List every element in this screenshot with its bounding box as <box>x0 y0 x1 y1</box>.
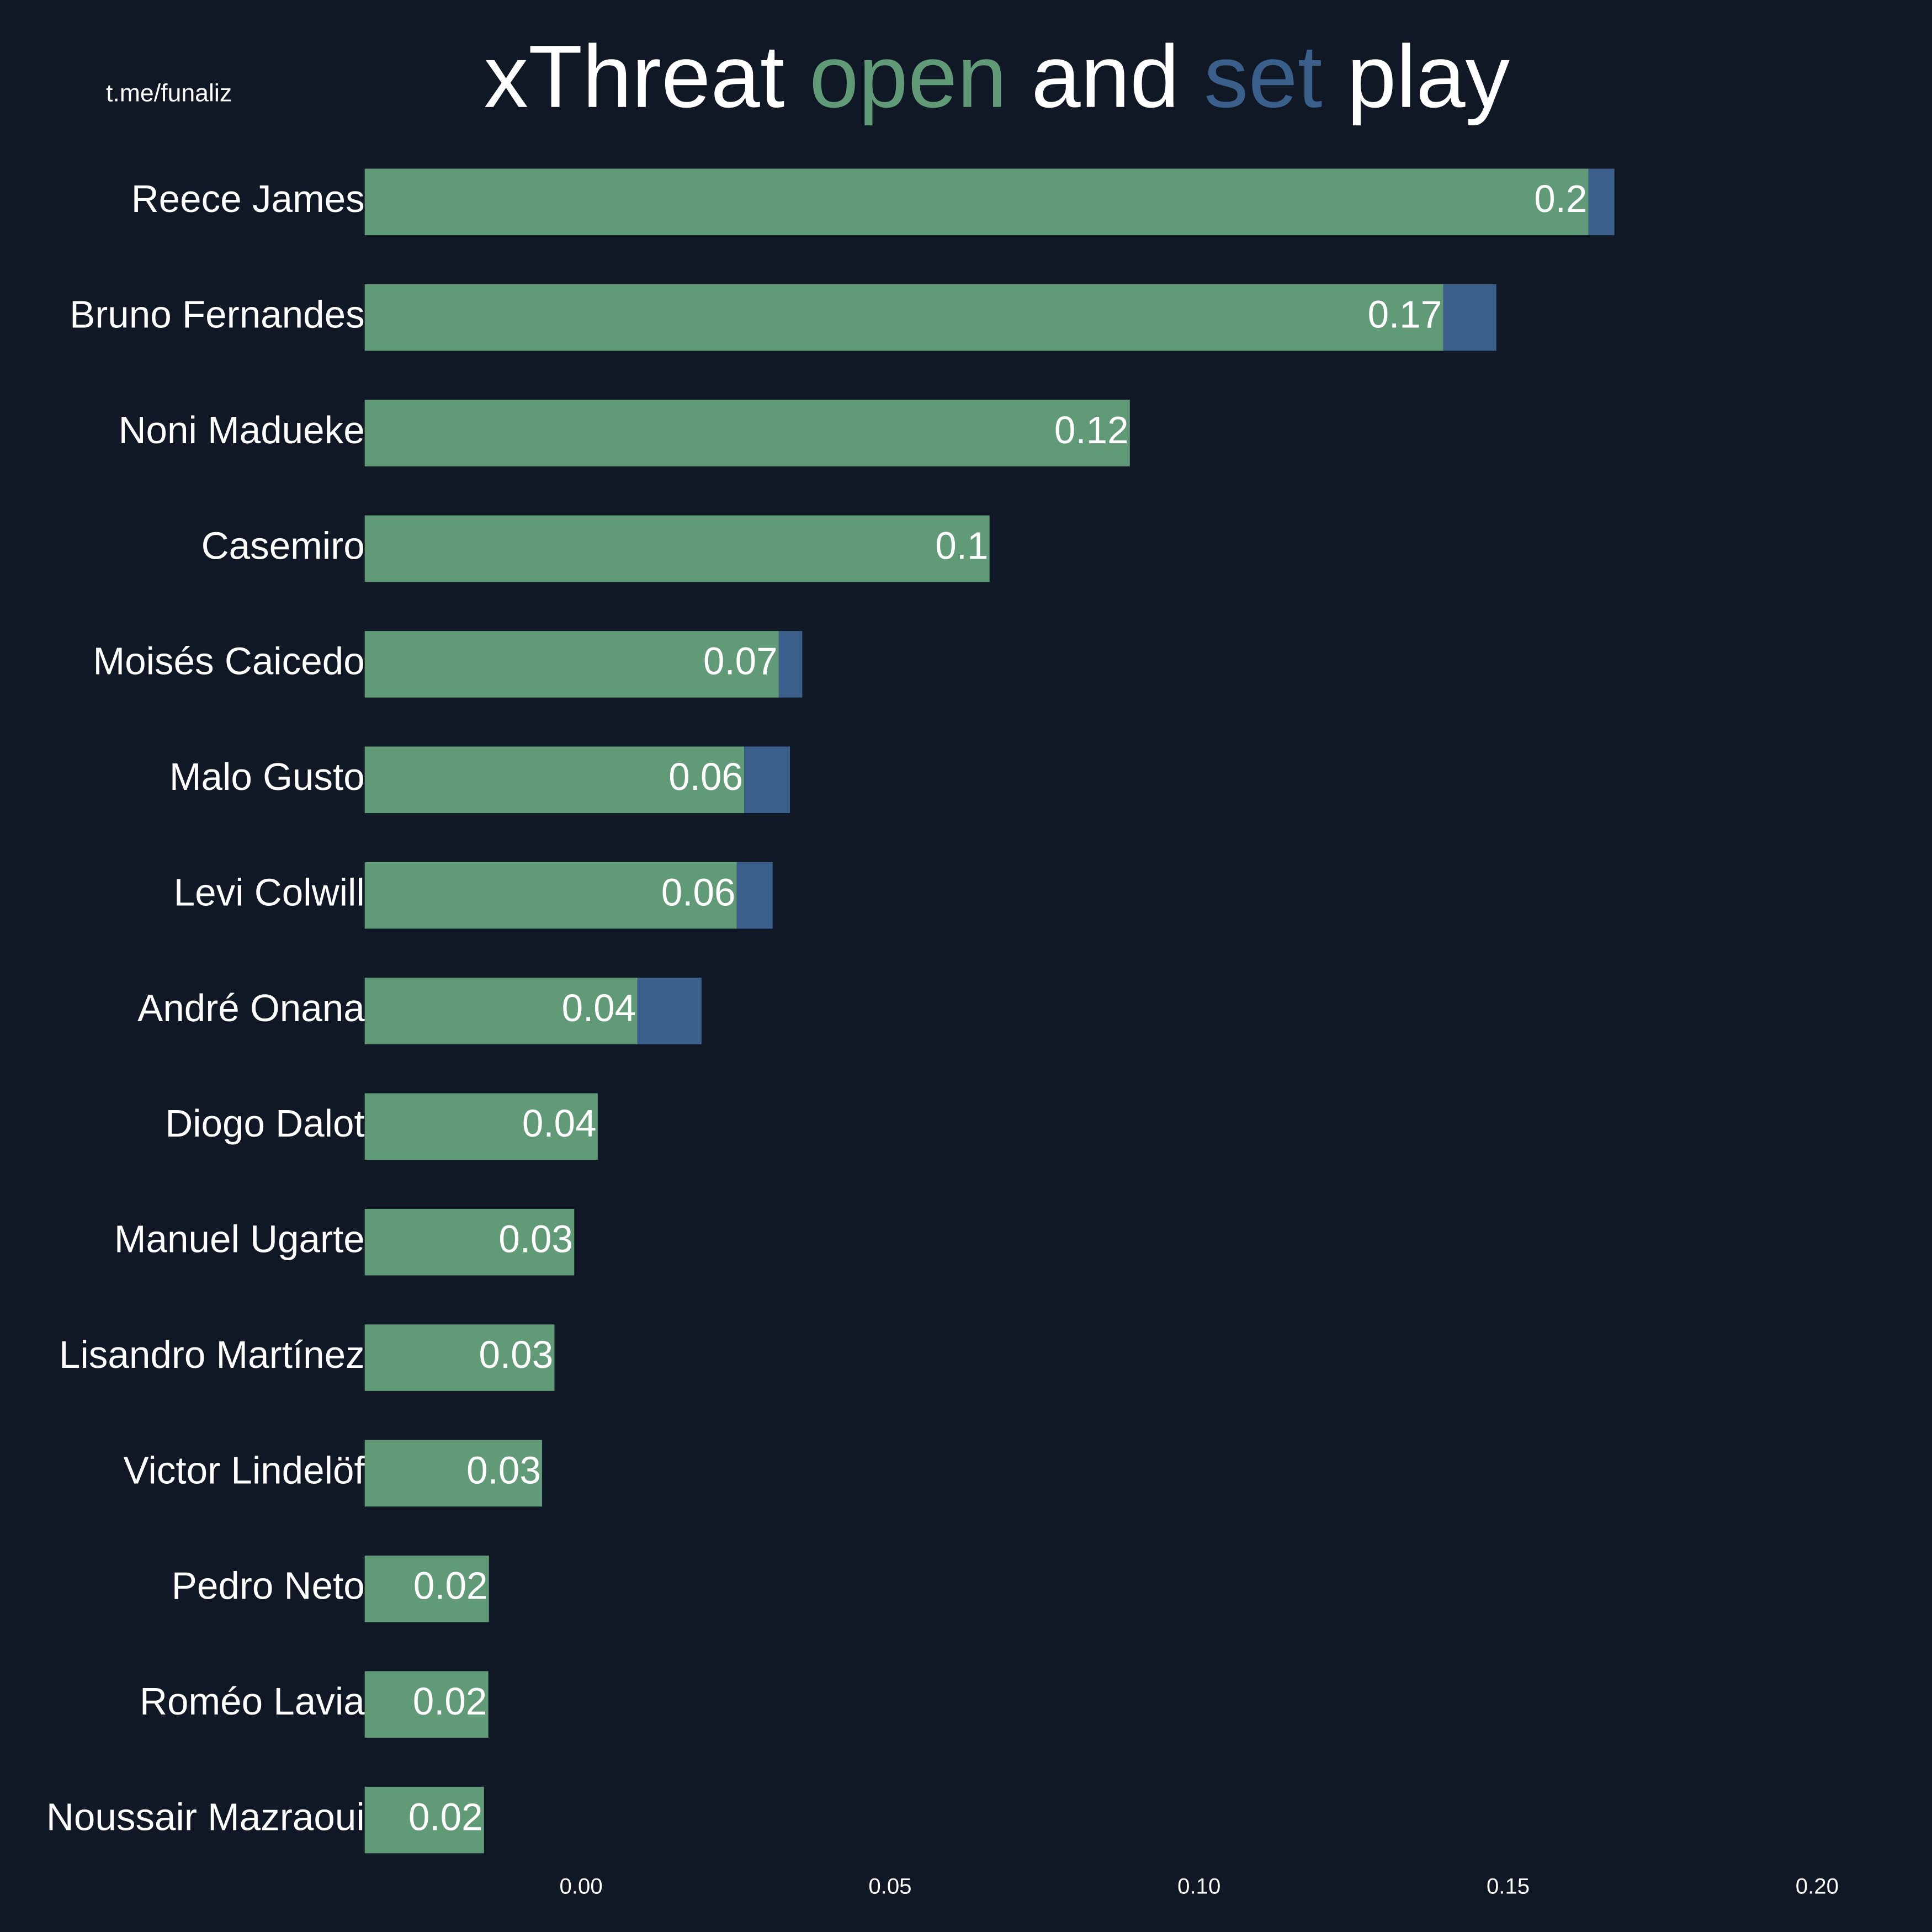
value-label: 0.06 <box>661 871 736 914</box>
y-tick-label: Casemiro <box>201 524 365 567</box>
y-tick-label: Noni Madueke <box>119 408 365 452</box>
bar-segment <box>364 1208 575 1276</box>
value-label: 0.03 <box>466 1448 541 1492</box>
bar-segment <box>364 168 1589 236</box>
bar-segment <box>364 1786 484 1854</box>
y-tick-label: Reece James <box>131 177 365 220</box>
value-label: 0.06 <box>668 755 743 798</box>
y-tick-label: Lisandro Martínez <box>59 1333 365 1376</box>
y-tick-label: Manuel Ugarte <box>114 1218 365 1261</box>
y-tick-label: Noussair Mazraoui <box>46 1795 365 1838</box>
bar-segment <box>364 1440 543 1507</box>
bar-segment <box>364 400 1130 466</box>
bar-segment <box>364 631 779 698</box>
bar-segment <box>778 631 803 698</box>
y-tick-label: Bruno Fernandes <box>70 293 365 336</box>
title-part: play <box>1347 28 1510 126</box>
y-tick-label: Malo Gusto <box>169 755 365 798</box>
value-label: 0.07 <box>703 640 778 683</box>
x-tick-label: 0.05 <box>868 1873 911 1898</box>
source: t.me/funaliz <box>106 80 232 107</box>
bar-segment <box>364 515 990 582</box>
value-label: 0.12 <box>1054 408 1129 452</box>
title-part: and <box>1031 28 1179 126</box>
y-tick-label: André Onana <box>137 986 365 1029</box>
y-tick-label: Roméo Lavia <box>140 1680 365 1723</box>
value-label: 0.02 <box>408 1795 483 1838</box>
y-tick-label: Victor Lindelöf <box>124 1448 365 1492</box>
y-tick-label: Moisés Caicedo <box>93 640 364 683</box>
x-tick-label: 0.00 <box>560 1873 603 1898</box>
bar-segment <box>364 1093 598 1160</box>
y-tick-label: Levi Colwill <box>174 871 365 914</box>
bar-segment <box>637 978 702 1044</box>
title-part: xThreat <box>484 28 785 126</box>
bar-segment <box>1588 168 1615 236</box>
title-series-name: open <box>809 28 1007 126</box>
bar-segment <box>364 284 1443 351</box>
bar-segment <box>1443 284 1496 351</box>
bar-segment <box>364 862 737 929</box>
value-label: 0.02 <box>413 1564 488 1607</box>
chart-title: xThreat open and set play <box>484 28 1510 126</box>
title-series-name: set <box>1204 28 1322 126</box>
value-label: 0.04 <box>522 1102 597 1145</box>
bar-segment <box>364 1671 489 1738</box>
bar-segment <box>364 1556 489 1622</box>
value-label: 0.2 <box>1534 177 1587 220</box>
y-tick-label: Diogo Dalot <box>165 1102 365 1145</box>
x-tick-label: 0.10 <box>1177 1873 1220 1898</box>
x-tick-label: 0.20 <box>1796 1873 1839 1898</box>
value-label: 0.03 <box>479 1333 554 1376</box>
bar-segment <box>364 1324 555 1391</box>
value-label: 0.03 <box>498 1218 573 1261</box>
bar-segment <box>364 978 638 1044</box>
value-label: 0.02 <box>413 1680 487 1723</box>
bar-segment <box>364 746 745 813</box>
value-label: 0.1 <box>935 524 988 567</box>
x-tick-label: 0.15 <box>1487 1873 1530 1898</box>
y-tick-label: Pedro Neto <box>172 1564 365 1607</box>
bar-segment <box>744 746 790 813</box>
bar-segment <box>736 862 773 929</box>
value-label: 0.17 <box>1368 293 1442 336</box>
value-label: 0.04 <box>562 986 636 1029</box>
